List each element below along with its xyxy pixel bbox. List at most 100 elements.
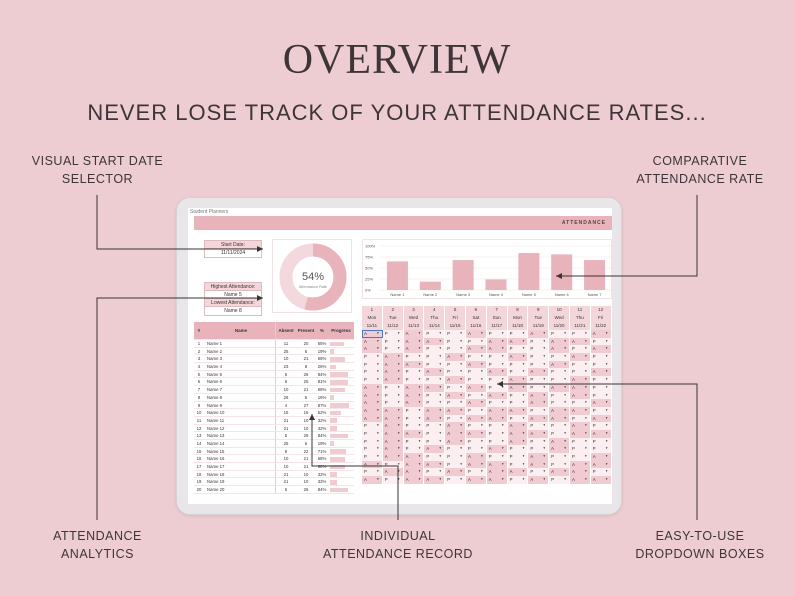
dropdown-arrow-icon[interactable]: ▾ [377,338,379,343]
dropdown-arrow-icon[interactable]: ▾ [501,430,504,435]
dropdown-arrow-icon[interactable]: ▾ [605,407,608,412]
attendance-dropdown[interactable]: A ▾ [403,460,425,469]
attendance-dropdown[interactable]: A ▾ [590,330,612,338]
attendance-dropdown[interactable]: P▾ [549,422,570,430]
attendance-dropdown[interactable]: A ▾ [403,399,425,407]
attendance-dropdown[interactable]: P▾ [424,353,446,361]
attendance-dropdown[interactable]: P▾ [424,391,446,400]
dropdown-arrow-icon[interactable]: ▾ [397,338,400,343]
attendance-dropdown[interactable]: P▾ [486,429,508,438]
attendance-dropdown[interactable]: A ▾ [590,460,612,469]
attendance-dropdown[interactable]: A ▾ [549,468,570,477]
attendance-dropdown[interactable]: A ▾ [465,429,487,438]
dropdown-arrow-icon[interactable]: ▾ [439,384,442,389]
attendance-dropdown[interactable]: P▾ [362,445,383,453]
attendance-dropdown[interactable]: P▾ [382,460,404,469]
attendance-dropdown[interactable]: A ▾ [465,460,487,469]
dropdown-arrow-icon[interactable]: ▾ [585,430,587,435]
student-name[interactable]: Name 18 [204,470,276,478]
attendance-dropdown[interactable]: P▾ [569,414,591,423]
dropdown-arrow-icon[interactable]: ▾ [481,438,483,443]
dropdown-arrow-icon[interactable]: ▾ [439,400,442,405]
attendance-dropdown[interactable]: P▾ [590,337,612,346]
dropdown-arrow-icon[interactable]: ▾ [501,392,504,397]
dropdown-arrow-icon[interactable]: ▾ [418,477,421,482]
dropdown-arrow-icon[interactable]: ▾ [460,415,462,420]
attendance-dropdown[interactable]: P▾ [424,330,446,338]
attendance-dropdown[interactable]: P▾ [403,353,425,361]
dropdown-arrow-icon[interactable]: ▾ [522,400,525,405]
attendance-dropdown[interactable]: A ▾ [403,453,425,461]
attendance-dropdown[interactable]: P▾ [382,476,404,484]
dropdown-arrow-icon[interactable]: ▾ [439,423,442,428]
dropdown-arrow-icon[interactable]: ▾ [543,415,546,420]
dropdown-arrow-icon[interactable]: ▾ [481,469,483,474]
dropdown-arrow-icon[interactable]: ▾ [439,361,442,366]
attendance-dropdown[interactable]: A ▾ [403,345,425,354]
dropdown-arrow-icon[interactable]: ▾ [585,407,587,412]
student-name[interactable]: Name 1 [204,340,276,347]
dropdown-arrow-icon[interactable]: ▾ [418,430,421,435]
attendance-dropdown[interactable]: P▾ [362,422,383,430]
attendance-dropdown[interactable]: P▾ [465,337,487,346]
dropdown-arrow-icon[interactable]: ▾ [501,400,504,405]
dropdown-arrow-icon[interactable]: ▾ [543,338,546,343]
attendance-dropdown[interactable]: P▾ [549,399,570,407]
dropdown-arrow-icon[interactable]: ▾ [418,407,421,412]
dropdown-arrow-icon[interactable]: ▾ [585,454,587,458]
dropdown-arrow-icon[interactable]: ▾ [397,461,400,466]
dropdown-arrow-icon[interactable]: ▾ [585,392,587,397]
dropdown-arrow-icon[interactable]: ▾ [564,354,566,359]
attendance-dropdown[interactable]: P▾ [569,360,591,369]
attendance-dropdown[interactable]: A ▾ [382,376,404,384]
attendance-dropdown[interactable]: A ▾ [382,368,404,377]
dropdown-arrow-icon[interactable]: ▾ [501,331,504,335]
dropdown-arrow-icon[interactable]: ▾ [605,454,608,458]
attendance-dropdown[interactable]: P▾ [528,337,550,346]
dropdown-arrow-icon[interactable]: ▾ [605,430,608,435]
student-name[interactable]: Name 5 [204,370,276,378]
dropdown-arrow-icon[interactable]: ▾ [481,446,483,451]
student-name[interactable]: Name 11 [204,416,276,424]
dropdown-arrow-icon[interactable]: ▾ [397,354,400,359]
dropdown-arrow-icon[interactable]: ▾ [439,446,442,451]
dropdown-arrow-icon[interactable]: ▾ [522,331,525,335]
attendance-dropdown[interactable]: A ▾ [465,360,487,369]
student-name[interactable]: Name 13 [204,432,276,439]
dropdown-arrow-icon[interactable]: ▾ [377,423,379,428]
attendance-dropdown[interactable]: A ▾ [362,414,383,423]
dropdown-arrow-icon[interactable]: ▾ [543,392,546,397]
dropdown-arrow-icon[interactable]: ▾ [522,407,525,412]
attendance-dropdown[interactable]: P▾ [465,422,487,430]
dropdown-arrow-icon[interactable]: ▾ [481,430,483,435]
dropdown-arrow-icon[interactable]: ▾ [377,438,379,443]
student-name[interactable]: Name 15 [204,447,276,455]
attendance-dropdown[interactable]: P▾ [507,445,529,453]
dropdown-arrow-icon[interactable]: ▾ [522,384,525,389]
attendance-dropdown[interactable]: A ▾ [382,429,404,438]
attendance-dropdown[interactable]: P▾ [362,429,383,438]
dropdown-arrow-icon[interactable]: ▾ [377,369,379,374]
dropdown-arrow-icon[interactable]: ▾ [439,477,442,482]
attendance-dropdown[interactable]: P▾ [590,437,612,446]
attendance-dropdown[interactable]: P▾ [424,468,446,477]
student-name[interactable]: Name 20 [204,486,276,493]
dropdown-arrow-icon[interactable]: ▾ [439,461,442,466]
attendance-dropdown[interactable]: P▾ [549,391,570,400]
dropdown-arrow-icon[interactable]: ▾ [585,415,587,420]
dropdown-arrow-icon[interactable]: ▾ [397,423,400,428]
attendance-dropdown[interactable]: P▾ [424,453,446,461]
dropdown-arrow-icon[interactable]: ▾ [439,392,442,397]
student-name[interactable]: Name 12 [204,424,276,432]
attendance-dropdown[interactable]: P▾ [382,383,404,392]
attendance-dropdown[interactable]: P▾ [486,399,508,407]
attendance-dropdown[interactable]: A ▾ [424,445,446,453]
attendance-dropdown[interactable]: A ▾ [486,445,508,453]
dropdown-arrow-icon[interactable]: ▾ [564,392,566,397]
dropdown-arrow-icon[interactable]: ▾ [481,400,483,405]
dropdown-arrow-icon[interactable]: ▾ [522,338,525,343]
attendance-dropdown[interactable]: A ▾ [549,360,570,369]
dropdown-arrow-icon[interactable]: ▾ [585,477,587,482]
attendance-dropdown[interactable]: A ▾ [549,383,570,392]
attendance-dropdown[interactable]: P▾ [424,429,446,438]
